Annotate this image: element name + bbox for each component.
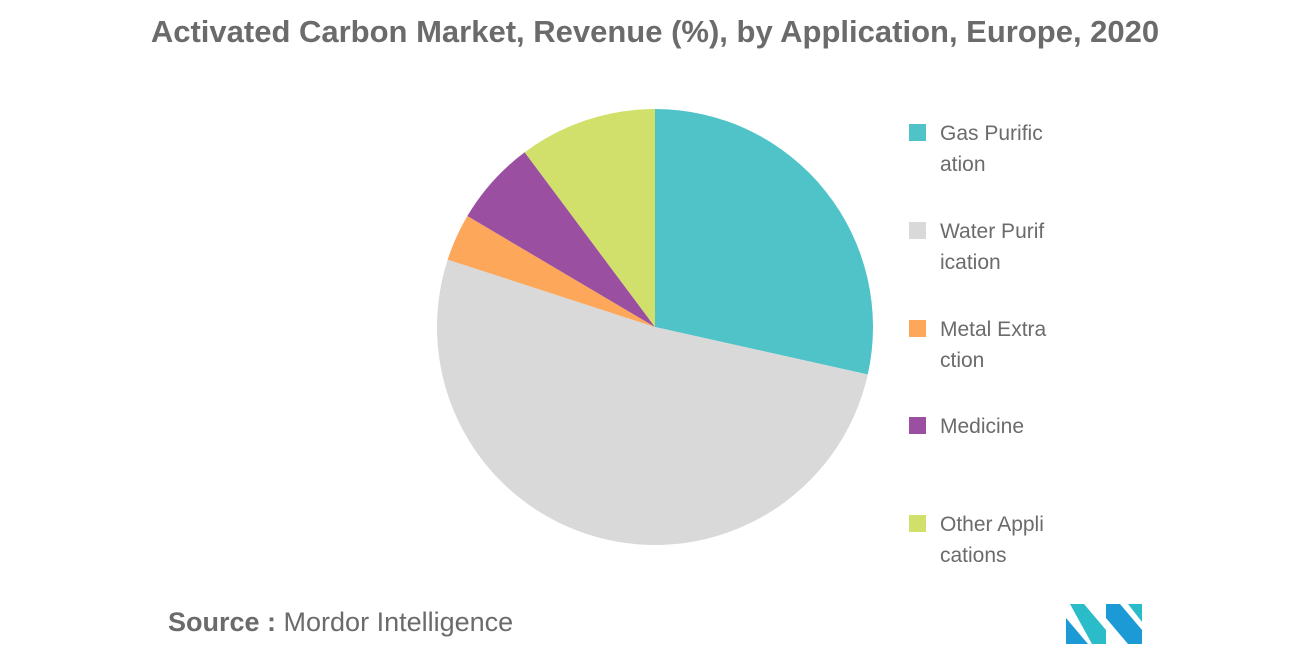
legend-label: Water Purification (940, 220, 1045, 274)
logo-left-bar (1066, 618, 1088, 644)
legend-swatch (909, 320, 926, 337)
pie-slice-gas-purification (655, 109, 874, 375)
source-note: Source : Mordor Intelligence (168, 607, 513, 638)
legend-label: Metal Extraction (940, 318, 1047, 372)
legend: Gas Purification Water Purification Meta… (909, 0, 1069, 655)
pie-slice-water-purification (437, 259, 868, 545)
mordor-intelligence-logo-icon (1066, 604, 1142, 644)
logo-left-peak (1070, 604, 1106, 644)
legend-swatch (909, 124, 926, 141)
legend-label: Medicine (940, 415, 1025, 438)
pie-slice-metal-extraction (447, 216, 655, 327)
pie-slice-medicine (467, 152, 655, 327)
source-label: Source : (168, 607, 277, 637)
legend-swatch (909, 417, 926, 434)
legend-swatch (909, 222, 926, 239)
logo-right-peak (1106, 604, 1142, 644)
legend-label: Other Applications (940, 513, 1044, 567)
pie-slice-other-applications (524, 109, 655, 327)
legend-label: Gas Purification (940, 122, 1043, 176)
logo-right-bar (1128, 604, 1142, 622)
legend-swatch (909, 515, 926, 532)
source-text: Mordor Intelligence (283, 607, 514, 637)
chart-title: Activated Carbon Market, Revenue (%), by… (150, 14, 1160, 49)
